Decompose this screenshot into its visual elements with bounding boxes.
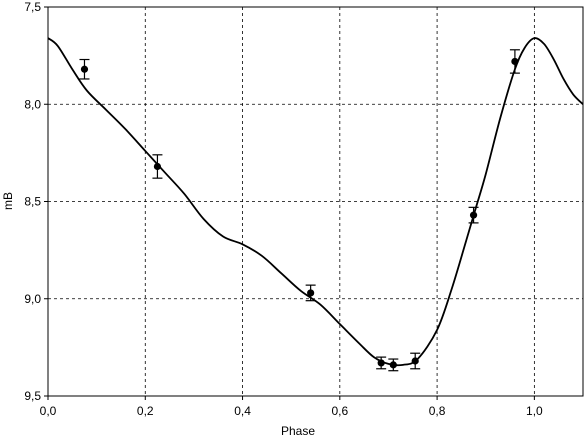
y-tick-labels: 7,5 8,0 8,5 9,0 9,5 — [24, 0, 48, 403]
grid — [48, 7, 583, 396]
point-marker — [153, 162, 162, 171]
data-point — [305, 284, 316, 302]
point-marker — [377, 359, 385, 367]
data-point — [79, 58, 90, 80]
curve-layer — [47, 37, 584, 367]
x-tick-label: 1,0 — [526, 404, 543, 418]
data-point — [152, 154, 163, 179]
data-point — [410, 352, 421, 370]
point-marker — [307, 289, 315, 297]
model-curve — [47, 37, 584, 367]
x-axis-label: Phase — [281, 424, 315, 438]
point-marker — [469, 211, 478, 219]
points-layer — [79, 49, 520, 372]
x-tick-label: 0,4 — [234, 404, 251, 418]
x-tick-label: 0,8 — [429, 404, 446, 418]
data-point — [388, 358, 399, 372]
y-tick-label: 8,0 — [24, 97, 41, 111]
x-tick-label: 0,6 — [331, 404, 348, 418]
point-marker — [511, 57, 519, 66]
x-tick-label: 0,0 — [40, 404, 57, 418]
y-tick-label: 9,0 — [24, 292, 41, 306]
point-marker — [411, 357, 419, 365]
x-tick-label: 0,2 — [137, 404, 154, 418]
data-point — [376, 356, 387, 370]
data-point — [509, 49, 520, 74]
data-point — [468, 206, 479, 224]
x-tick-labels: 0,0 0,2 0,4 0,6 0,8 1,0 — [40, 396, 543, 418]
y-axis-label: mB — [1, 192, 15, 210]
y-tick-label: 9,5 — [24, 389, 41, 403]
point-marker — [80, 65, 89, 73]
y-tick-label: 7,5 — [24, 0, 41, 14]
y-tick-label: 8,5 — [24, 195, 41, 209]
point-marker — [389, 361, 397, 369]
